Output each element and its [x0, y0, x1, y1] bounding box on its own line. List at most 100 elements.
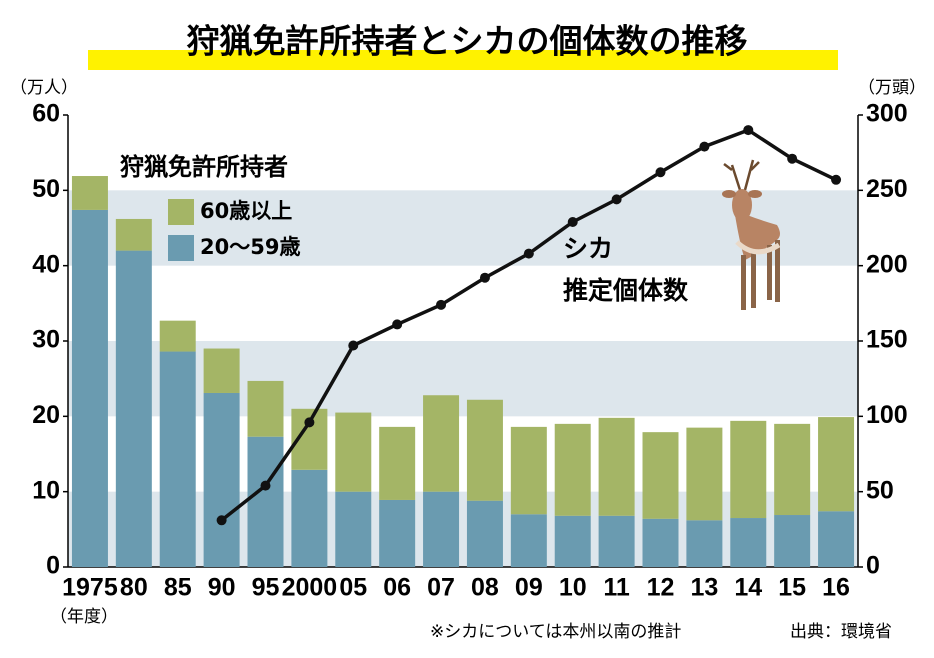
- bar: [774, 423, 811, 516]
- y-tick-label: 0: [46, 552, 60, 580]
- bar: [686, 520, 723, 567]
- bar: [247, 380, 284, 437]
- bar: [730, 420, 767, 519]
- x-tick-label: 16: [822, 574, 850, 602]
- bar: [203, 348, 240, 393]
- x-tick-label: 10: [559, 574, 587, 602]
- x-tick-label: 13: [690, 574, 718, 602]
- x-tick-label: 12: [647, 574, 675, 602]
- bar: [554, 423, 591, 516]
- title-highlight: [88, 50, 838, 70]
- y-tick-label: 50: [32, 175, 60, 203]
- bar: [466, 500, 503, 567]
- bar: [71, 209, 108, 568]
- bar: [203, 392, 240, 567]
- line-point: [304, 417, 315, 428]
- line-point: [216, 515, 227, 526]
- bar: [115, 250, 152, 567]
- legend-title: 狩猟免許所持者: [120, 153, 288, 181]
- line-point: [611, 194, 622, 205]
- note: ※シカについては本州以南の推計: [430, 622, 681, 642]
- line-point: [655, 167, 666, 178]
- bar: [159, 351, 196, 567]
- y-tick-label: 30: [32, 326, 60, 354]
- y-tick-label: 20: [32, 401, 60, 429]
- line-point: [831, 174, 842, 185]
- y2-tick-label: 50: [866, 476, 894, 504]
- y2-tick-label: 300: [866, 100, 908, 128]
- bar: [510, 426, 547, 515]
- x-axis-label: （年度）: [50, 607, 118, 627]
- legend-swatch: [168, 235, 194, 261]
- line-point: [479, 272, 490, 283]
- bar: [730, 518, 767, 567]
- bar: [247, 436, 284, 567]
- y-axis-label: （万人）: [10, 78, 78, 98]
- bar: [379, 499, 416, 567]
- legend-swatch: [168, 199, 194, 225]
- y2-tick-label: 250: [866, 175, 908, 203]
- x-tick-label: 11: [603, 574, 630, 602]
- y2-tick-label: 200: [866, 250, 908, 278]
- deer: [722, 159, 781, 310]
- legend-label: 60歳以上: [200, 199, 292, 223]
- bar: [115, 218, 152, 251]
- x-tick-label: 06: [383, 574, 411, 602]
- y-tick-label: 40: [32, 250, 60, 278]
- y2-tick-label: 150: [866, 326, 908, 354]
- line-point: [260, 480, 271, 491]
- line-point: [436, 299, 447, 310]
- bands: [68, 190, 858, 567]
- x-tick-label: 07: [427, 574, 455, 602]
- bar: [818, 511, 855, 567]
- x-tick-label: 05: [339, 574, 367, 602]
- bar: [71, 176, 108, 210]
- y2-tick-label: 0: [866, 552, 880, 580]
- line-point: [787, 153, 798, 164]
- x-tick-label: 1975: [62, 574, 118, 602]
- bar: [598, 515, 635, 567]
- bar: [423, 395, 460, 492]
- line-label: シカ推定個体数: [563, 234, 689, 305]
- band: [68, 341, 858, 417]
- x-tick-label: 90: [208, 574, 236, 602]
- chart-title: 狩猟免許所持者とシカの個体数の推移: [187, 22, 748, 61]
- x-tick-label: 15: [778, 574, 806, 602]
- bar: [554, 515, 591, 567]
- x-tick-label: 85: [164, 574, 192, 602]
- y-tick-label: 10: [32, 476, 60, 504]
- bar: [818, 417, 855, 512]
- source: 出典：環境省: [790, 622, 892, 642]
- x-tick-label: 2000: [282, 574, 338, 602]
- y-tick-label: 60: [32, 100, 60, 128]
- band: [68, 190, 858, 266]
- bar: [291, 469, 328, 567]
- bar: [510, 514, 547, 567]
- x-tick-label: 14: [734, 574, 762, 602]
- bar: [642, 518, 679, 567]
- line-point: [699, 141, 710, 152]
- x-tick-label: 80: [120, 574, 148, 602]
- bar: [159, 320, 196, 352]
- bar: [423, 491, 460, 567]
- bar: [379, 426, 416, 500]
- bar: [598, 417, 635, 516]
- x-tick-label: 08: [471, 574, 499, 602]
- bar: [686, 427, 723, 521]
- bar: [335, 491, 372, 567]
- bar: [774, 515, 811, 567]
- line-point: [567, 216, 578, 227]
- line-point: [743, 125, 754, 136]
- y2-axis-label: （万頭）: [858, 78, 926, 98]
- x-tick-label: 09: [515, 574, 543, 602]
- y2-tick-label: 100: [866, 401, 908, 429]
- bar: [466, 399, 503, 501]
- line-point: [392, 319, 403, 330]
- legend-label: 20～59歳: [200, 235, 300, 259]
- line-point: [348, 340, 359, 351]
- bar: [335, 412, 372, 492]
- line-point: [523, 248, 534, 259]
- bar: [642, 432, 679, 519]
